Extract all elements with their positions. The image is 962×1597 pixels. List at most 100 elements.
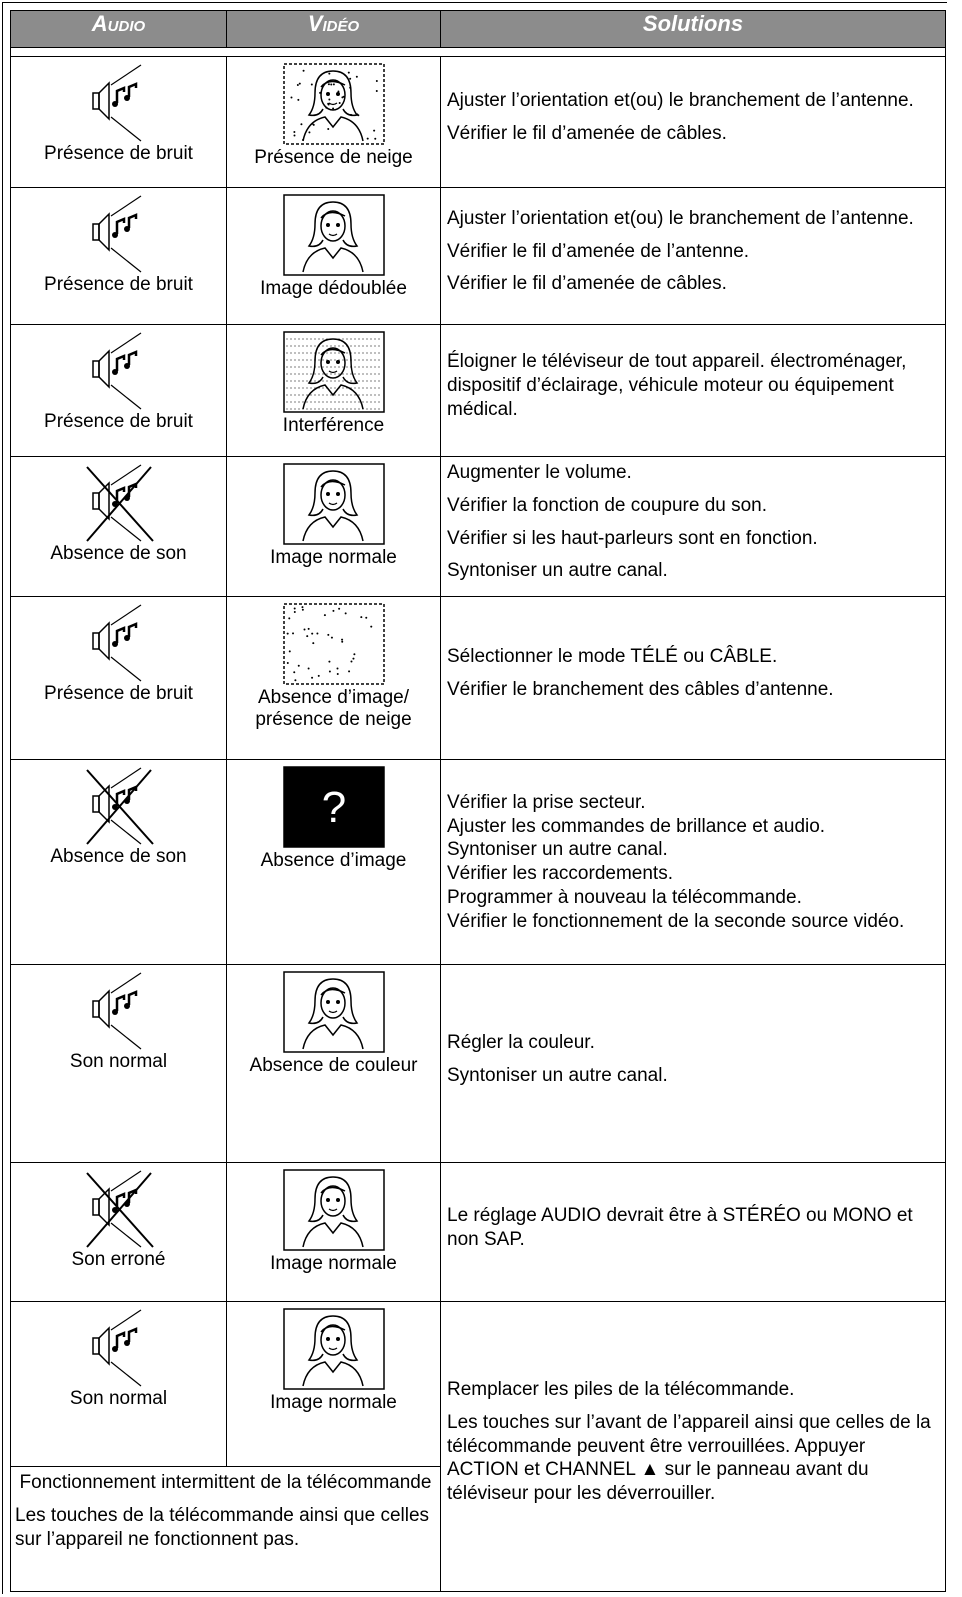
snow-dot [348, 77, 351, 80]
solution: Ajuster l’orientation et(ou) le branchem… [447, 207, 914, 229]
audio-cell: Son normal [10, 964, 227, 1163]
snow-dot [292, 134, 295, 137]
header-audio: Audio [10, 10, 227, 48]
video-icon [282, 63, 385, 145]
solution: Augmenter le volume. [447, 462, 632, 483]
header-video: Vidéo [226, 10, 441, 48]
solution: Programmer à nouveau la télécommande. [447, 886, 802, 908]
video-content: Image normale [227, 457, 440, 573]
solutions-cell: Augmenter le volume. Vérifier la fonction… [440, 456, 946, 597]
snow-dot [366, 137, 369, 140]
snow-dot [293, 679, 296, 682]
snow-dot [330, 636, 333, 639]
solutions-cell: Éloigner le téléviseur de tout appareil.… [440, 324, 946, 457]
audio-cell: Son normal [10, 1301, 227, 1467]
snow-dot [332, 83, 335, 86]
solution: Syntoniser un autre canal. [447, 560, 668, 582]
solution: Vérifier la fonction de coupure du son. [447, 494, 768, 516]
snow-dot [336, 673, 339, 676]
snow-dot [347, 670, 350, 673]
frame [2, 2, 947, 1594]
snow-dot [342, 95, 345, 98]
audio-label: Son normal [69, 1388, 168, 1409]
video-cell: Présence de neige [226, 56, 441, 188]
row: Son normal Image normale Remplacer les pil… [10, 1301, 946, 1592]
video-content: Présence de neige [227, 57, 440, 173]
video-content: Image dédoublée [227, 188, 440, 304]
snow-dot [291, 632, 294, 635]
video-content: Absence de couleur [227, 965, 440, 1081]
row: Fonctionnement intermittent de la téléco… [10, 1466, 946, 1592]
audio-cell: Présence de bruit [10, 56, 227, 188]
solution: Syntoniser un autre canal. [447, 839, 668, 861]
snow-dot [326, 102, 329, 105]
row: Absence de son? Absence d’image Vérifier l… [10, 759, 946, 965]
speaker [91, 1169, 142, 1249]
cross [85, 466, 152, 542]
audio-icon [91, 971, 142, 1051]
audio-label: Présence de bruit [44, 683, 193, 704]
video-icon [282, 463, 385, 545]
snow-dot [323, 614, 326, 617]
solution: Vérifier le fil d’amenée de câbles. [447, 273, 727, 295]
speaker [91, 766, 142, 846]
video-label: Absence d’image/ présence de neige [255, 687, 412, 730]
snow-dot [300, 606, 303, 609]
solution: Vérifier la prise secteur. [447, 791, 646, 813]
audio-content: Présence de bruit [11, 325, 226, 437]
video-icon [282, 1308, 385, 1390]
solutions-cell: Sélectionner le mode TÉLÉ ou CÂBLE. Vérif… [440, 596, 946, 760]
header-spacer [10, 47, 946, 57]
solution: Vérifier le branchement des câbles d’ant… [447, 679, 834, 700]
audio-cell: Présence de bruit [10, 596, 227, 760]
snow-dot [288, 650, 291, 653]
solution: Ajuster les commandes de brillance et au… [447, 815, 826, 837]
snow-dot [303, 628, 306, 631]
video-icon [282, 1169, 385, 1251]
snow-dot [359, 616, 362, 619]
row: Absence de son Image normale Augmenter le … [10, 456, 946, 597]
snow-dot [349, 660, 352, 663]
remote-issue-cell: Fonctionnement intermittent de la téléco… [10, 1466, 441, 1592]
speaker [91, 331, 142, 411]
video-label: Image dédoublée [260, 278, 407, 299]
speaker [91, 603, 142, 683]
snow-dot [299, 123, 302, 126]
snow-dot [305, 635, 308, 638]
snow-dot [352, 653, 355, 656]
solutions-cell: Ajuster l’orientation et(ou) le branchem… [440, 187, 946, 325]
remote-issue-title: Fonctionnement intermittent de la téléco… [19, 1472, 432, 1493]
audio-content: Son normal [11, 1302, 226, 1414]
video-cell: Absence de couleur [226, 964, 441, 1163]
audio-cell: Présence de bruit [10, 324, 227, 457]
snow-dot [348, 86, 351, 89]
snow-dot [340, 640, 343, 643]
snow-dot [351, 657, 354, 660]
snow-dot [327, 98, 330, 101]
snow-dot [336, 90, 339, 93]
audio-icon [85, 463, 154, 543]
row: Présence de bruit Présence de neige Ajuste… [10, 56, 946, 188]
snow-dot [286, 632, 289, 635]
video-label: Image normale [270, 547, 397, 568]
solution: Régler la couleur. [447, 1031, 595, 1053]
video-cell: Image dédoublée [226, 187, 441, 325]
video-cell: Image normale [226, 456, 441, 597]
snow-dot [292, 131, 295, 134]
audio-icon [91, 194, 142, 274]
video-label: Absence de couleur [249, 1055, 418, 1076]
snow-dot [312, 123, 315, 126]
row: Présence de bruit Interférence Éloigner le… [10, 324, 946, 457]
solution: Syntoniser un autre canal. [447, 1064, 668, 1086]
snow-dot [344, 612, 347, 615]
audio-label: Présence de bruit [44, 274, 193, 295]
snow-dot [340, 638, 343, 641]
snow-dot [347, 71, 350, 74]
snow-dot [317, 674, 320, 677]
audio-content: Présence de bruit [11, 597, 226, 709]
video-label: Interférence [282, 415, 385, 436]
snow-dot [293, 607, 296, 610]
video-cell: Absence d’image/ présence de neige [226, 596, 441, 760]
snow-dot [369, 625, 372, 628]
snow-dot [338, 102, 341, 105]
